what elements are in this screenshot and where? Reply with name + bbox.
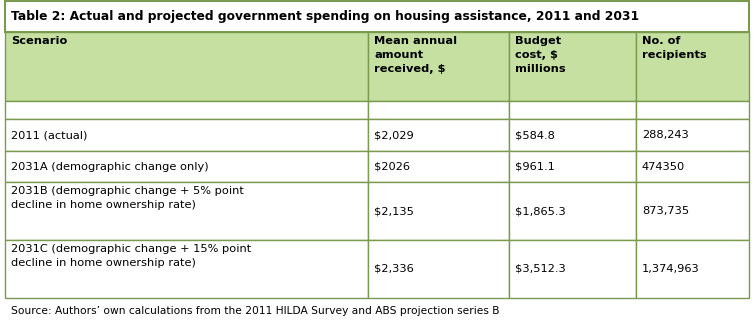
Text: 474350: 474350 [642, 162, 685, 172]
Text: 288,243: 288,243 [642, 130, 688, 140]
Bar [368, 240, 510, 297]
Bar [5, 119, 368, 151]
Bar [368, 32, 510, 101]
Bar [636, 182, 749, 240]
Text: Table 2: Actual and projected government spending on housing assistance, 2011 an: Table 2: Actual and projected government… [11, 10, 639, 23]
Text: Mean annual
amount
received, $: Mean annual amount received, $ [374, 36, 457, 74]
Bar [636, 240, 749, 297]
Bar [5, 32, 368, 101]
Bar [510, 240, 636, 297]
Text: $2,135: $2,135 [374, 206, 414, 216]
Bar [636, 119, 749, 151]
Bar [368, 101, 510, 119]
Text: No. of
recipients: No. of recipients [642, 36, 706, 60]
Bar [368, 182, 510, 240]
Text: 1,374,963: 1,374,963 [642, 264, 700, 274]
Bar [368, 151, 510, 182]
Bar [368, 119, 510, 151]
Text: 2031C (demographic change + 15% point
decline in home ownership rate): 2031C (demographic change + 15% point de… [11, 244, 251, 268]
Text: Scenario: Scenario [11, 36, 67, 47]
Text: Budget
cost, $
millions: Budget cost, $ millions [516, 36, 566, 74]
Text: $961.1: $961.1 [516, 162, 555, 172]
Text: $2026: $2026 [374, 162, 410, 172]
Bar [5, 151, 368, 182]
Text: $1,865.3: $1,865.3 [516, 206, 566, 216]
Bar [636, 32, 749, 101]
Text: $584.8: $584.8 [516, 130, 555, 140]
Bar [510, 101, 636, 119]
Text: 2031A (demographic change only): 2031A (demographic change only) [11, 162, 209, 172]
Bar [5, 101, 368, 119]
Text: 2011 (actual): 2011 (actual) [11, 130, 87, 140]
Bar [5, 240, 368, 297]
Bar [510, 119, 636, 151]
Text: 873,735: 873,735 [642, 206, 689, 216]
Text: $3,512.3: $3,512.3 [516, 264, 566, 274]
Bar [510, 32, 636, 101]
Text: $2,336: $2,336 [374, 264, 414, 274]
Bar [636, 101, 749, 119]
Bar [510, 182, 636, 240]
Bar [636, 151, 749, 182]
Text: 2031B (demographic change + 5% point
decline in home ownership rate): 2031B (demographic change + 5% point dec… [11, 186, 244, 210]
Text: $2,029: $2,029 [374, 130, 414, 140]
Bar [5, 1, 749, 32]
Text: Source: Authors’ own calculations from the 2011 HILDA Survey and ABS projection : Source: Authors’ own calculations from t… [11, 306, 499, 316]
Bar [510, 151, 636, 182]
Bar [5, 182, 368, 240]
